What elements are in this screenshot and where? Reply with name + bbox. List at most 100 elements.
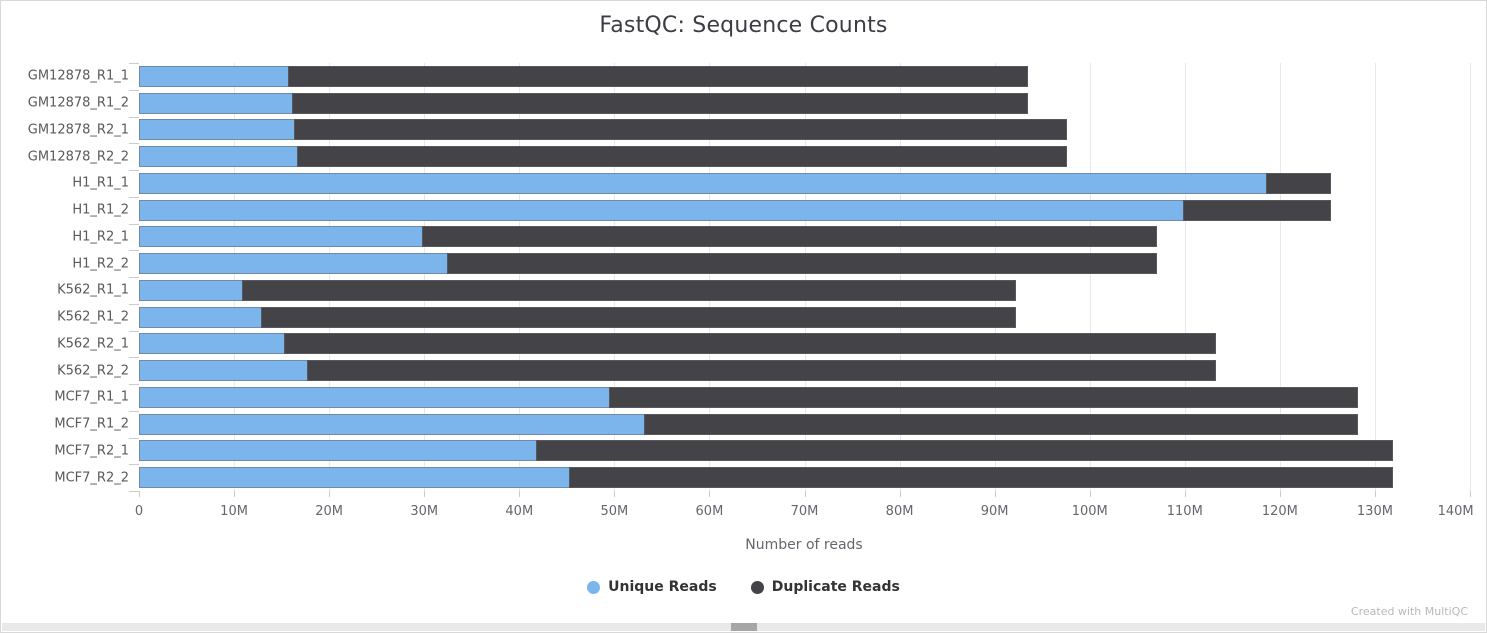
bar-segment-duplicate-reads[interactable] [608, 386, 1358, 408]
bar-row [139, 304, 1470, 331]
y-axis-tick [129, 223, 139, 225]
bar-segment-unique-reads[interactable] [139, 279, 243, 301]
x-axis-tick-label: 80M [885, 504, 914, 519]
bar-segment-unique-reads[interactable] [139, 226, 424, 248]
bar-row [139, 331, 1470, 358]
gridline [1470, 63, 1471, 491]
credits-link[interactable]: Created with MultiQC [1350, 605, 1468, 618]
legend-item-duplicate-reads[interactable]: Duplicate Reads [750, 579, 900, 595]
bar-segment-duplicate-reads[interactable] [568, 467, 1393, 489]
bar-row [139, 384, 1470, 411]
y-axis-tick [129, 384, 139, 385]
bar-segment-unique-reads[interactable] [139, 440, 538, 462]
bar-segment-unique-reads[interactable] [139, 360, 309, 382]
bar-segment-duplicate-reads[interactable] [292, 92, 1028, 114]
x-axis-tick [804, 491, 806, 497]
gridline [804, 63, 806, 491]
gridline [614, 63, 616, 491]
y-axis-tick [129, 196, 139, 198]
gridline [1089, 63, 1091, 491]
y-axis-category-label: MCF7_R1_1 [54, 389, 129, 405]
y-axis-tick [129, 89, 139, 91]
bar-segment-duplicate-reads[interactable] [446, 253, 1158, 275]
y-axis-tick [129, 437, 139, 439]
bar-segment-duplicate-reads[interactable] [1265, 172, 1332, 194]
bar-row [139, 464, 1470, 491]
bar-segment-duplicate-reads[interactable] [284, 333, 1217, 355]
bar-segment-unique-reads[interactable] [139, 306, 262, 328]
y-axis-category-label: MCF7_R2_1 [54, 443, 129, 459]
gridline [1184, 63, 1186, 491]
y-axis-tick [129, 491, 139, 492]
x-axis-tick [899, 491, 901, 497]
gridline [234, 63, 236, 491]
x-axis-tick [519, 491, 521, 497]
bar-segment-duplicate-reads[interactable] [422, 226, 1158, 248]
legend-label: Duplicate Reads [771, 579, 900, 595]
bar-segment-unique-reads[interactable] [139, 253, 448, 275]
y-axis-category-label: K562_R2_1 [57, 336, 129, 352]
bar-segment-duplicate-reads[interactable] [1182, 199, 1332, 221]
x-axis-tick [1184, 491, 1186, 497]
bar-segment-duplicate-reads[interactable] [260, 306, 1016, 328]
duplicate-reads-marker-icon [750, 580, 764, 594]
x-axis-tick [234, 491, 236, 497]
x-axis-tick-label: 90M [980, 504, 1009, 519]
bar-row [139, 170, 1470, 197]
bar-segment-duplicate-reads[interactable] [536, 440, 1393, 462]
y-axis-tick [129, 277, 139, 278]
bar-row [139, 224, 1470, 251]
y-axis-category-label: H1_R2_2 [72, 256, 129, 272]
bar-segment-unique-reads[interactable] [139, 467, 570, 489]
legend: Unique Reads Duplicate Reads [1, 579, 1486, 595]
bar-segment-duplicate-reads[interactable] [288, 65, 1028, 87]
legend-item-unique-reads[interactable]: Unique Reads [587, 579, 717, 595]
bar-row [139, 117, 1470, 144]
y-axis-tick [129, 63, 139, 64]
bar-segment-unique-reads[interactable] [139, 386, 610, 408]
bar-segment-unique-reads[interactable] [139, 65, 290, 87]
bar-segment-unique-reads[interactable] [139, 199, 1184, 221]
gridline [709, 63, 711, 491]
bar-segment-duplicate-reads[interactable] [643, 413, 1358, 435]
y-axis-category-label: H1_R1_2 [72, 202, 129, 218]
y-axis-tick [129, 143, 139, 145]
y-axis-category-label: GM12878_R2_1 [27, 122, 129, 138]
x-axis-tick [614, 491, 616, 497]
y-axis-category-label: GM12878_R2_2 [27, 149, 129, 165]
y-axis-category-label: H1_R1_1 [72, 175, 129, 191]
x-axis-tick [994, 491, 996, 497]
y-axis-tick [129, 410, 139, 412]
bar-row [139, 357, 1470, 384]
bar-row [139, 63, 1470, 90]
x-axis-tick-label: 40M [505, 504, 534, 519]
y-axis-tick [129, 330, 139, 332]
bar-segment-duplicate-reads[interactable] [307, 360, 1217, 382]
bar-segment-duplicate-reads[interactable] [293, 119, 1067, 141]
x-axis-tick-label: 20M [315, 504, 344, 519]
horizontal-scrollbar-thumb[interactable] [731, 623, 757, 631]
bar-segment-unique-reads[interactable] [139, 92, 294, 114]
unique-reads-marker-icon [587, 580, 601, 594]
y-axis-tick [129, 303, 139, 305]
y-axis-tick [129, 357, 139, 359]
y-axis-category-label: GM12878_R1_2 [27, 95, 129, 111]
bar-segment-duplicate-reads[interactable] [241, 279, 1016, 301]
chart-title: FastQC: Sequence Counts [599, 13, 888, 38]
x-axis-tick-label: 100M [1071, 504, 1108, 519]
bar-segment-duplicate-reads[interactable] [296, 146, 1067, 168]
x-axis-tick [329, 491, 331, 497]
bar-segment-unique-reads[interactable] [139, 172, 1267, 194]
horizontal-scrollbar-track[interactable] [2, 623, 1485, 631]
x-axis-tick [1374, 491, 1376, 497]
bar-row [139, 438, 1470, 465]
bar-row [139, 197, 1470, 224]
bar-segment-unique-reads[interactable] [139, 413, 645, 435]
x-axis-tick-label: 60M [695, 504, 724, 519]
y-axis-category-label: MCF7_R2_2 [54, 470, 129, 486]
bar-segment-unique-reads[interactable] [139, 119, 295, 141]
bar-segment-unique-reads[interactable] [139, 333, 286, 355]
x-axis-tick-label: 0 [134, 504, 144, 519]
x-axis-tick [1089, 491, 1091, 497]
bar-segment-unique-reads[interactable] [139, 146, 298, 168]
